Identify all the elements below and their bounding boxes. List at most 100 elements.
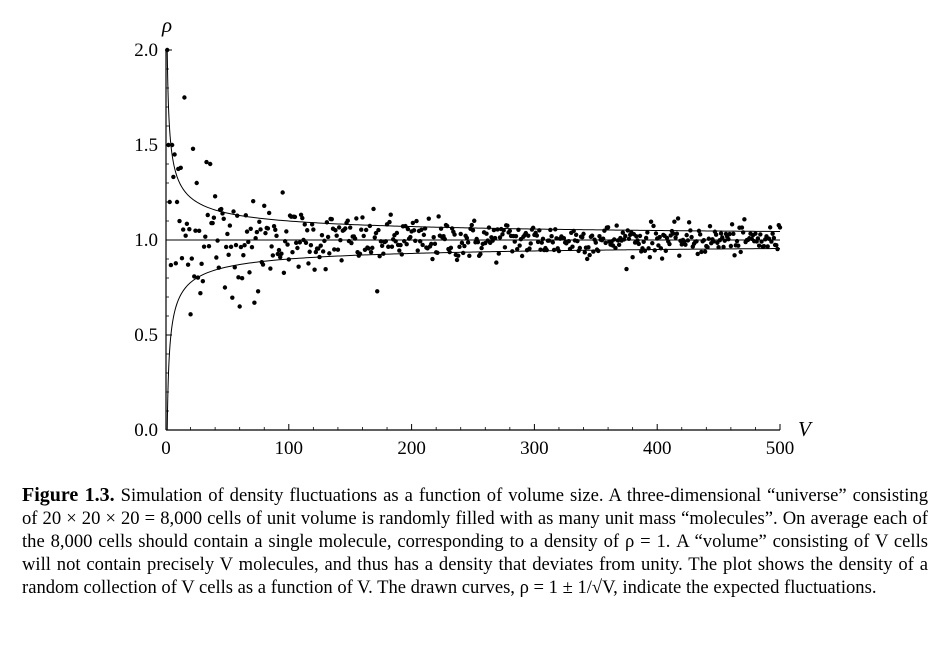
data-point <box>566 238 571 244</box>
data-point <box>602 228 607 233</box>
data-point <box>517 243 522 248</box>
data-point <box>370 245 375 251</box>
data-point <box>505 223 510 228</box>
data-point <box>540 236 546 242</box>
figure-label: Figure 1.3. <box>22 484 115 506</box>
data-point <box>177 218 182 224</box>
data-point <box>645 230 650 235</box>
data-point <box>438 226 444 231</box>
data-point <box>465 240 471 245</box>
data-point <box>286 257 291 262</box>
data-point <box>658 246 664 251</box>
data-point <box>203 234 208 239</box>
data-point <box>301 237 306 243</box>
data-point <box>179 256 185 261</box>
data-point <box>393 239 398 244</box>
data-point <box>519 253 525 259</box>
data-point <box>769 239 774 244</box>
data-point <box>626 236 632 242</box>
data-point <box>363 227 369 233</box>
data-point <box>634 234 639 239</box>
data-point <box>728 243 734 249</box>
data-point <box>734 238 740 244</box>
data-point <box>537 228 542 233</box>
data-point <box>577 245 583 251</box>
data-point <box>387 219 392 225</box>
data-point <box>172 152 177 157</box>
data-point <box>206 243 212 249</box>
data-point <box>674 231 680 236</box>
data-point <box>701 237 707 243</box>
data-point <box>231 209 236 214</box>
data-point <box>447 249 452 255</box>
data-point <box>258 227 263 232</box>
data-point <box>200 278 206 284</box>
data-point <box>302 222 307 227</box>
data-point <box>500 232 505 237</box>
data-point <box>775 246 780 252</box>
data-point <box>247 270 252 275</box>
data-point <box>489 235 494 240</box>
data-point <box>373 230 379 236</box>
data-point <box>293 240 299 245</box>
data-point <box>266 210 272 216</box>
data-point <box>307 249 312 254</box>
data-point <box>589 233 595 238</box>
tick-labels: 0 100 200 300 400 500 0.0 0.5 1.0 1.5 2.0 Vρ <box>134 13 813 459</box>
data-point <box>257 219 262 225</box>
data-point <box>371 206 376 212</box>
data-point <box>624 266 629 272</box>
data-point <box>278 254 283 260</box>
data-point <box>527 246 532 251</box>
data-point <box>484 231 489 236</box>
data-point <box>516 227 521 232</box>
data-point <box>495 227 500 232</box>
data-point <box>462 243 467 249</box>
data-point <box>334 233 339 238</box>
data-point <box>702 249 708 254</box>
data-point <box>193 228 198 233</box>
data-point <box>180 227 186 232</box>
data-point <box>553 227 558 232</box>
data-point <box>651 223 656 229</box>
data-point <box>227 223 233 228</box>
data-point <box>332 247 337 252</box>
data-point <box>475 239 481 245</box>
x-tick-label: 100 <box>275 438 304 459</box>
data-point <box>397 248 402 253</box>
data-point <box>515 246 520 252</box>
data-point <box>271 224 277 229</box>
y-tick-label: 1.5 <box>134 135 158 156</box>
data-point <box>677 253 682 258</box>
data-point <box>306 261 311 266</box>
data-point <box>689 234 694 240</box>
data-point <box>411 228 417 233</box>
data-point <box>244 229 250 234</box>
data-point <box>368 250 374 255</box>
x-tick-label: 0 <box>161 438 171 459</box>
data-point <box>449 226 455 231</box>
data-point <box>683 242 688 247</box>
data-point <box>551 247 557 253</box>
data-point <box>456 253 461 258</box>
data-point <box>684 232 689 238</box>
data-point <box>502 245 508 250</box>
data-point <box>472 218 477 223</box>
data-point <box>637 233 643 239</box>
data-point <box>452 232 457 237</box>
data-point <box>727 231 732 237</box>
x-tick-label: 400 <box>643 438 672 459</box>
data-point <box>176 166 181 172</box>
data-point <box>414 218 419 224</box>
data-point <box>317 254 322 260</box>
data-point <box>275 251 280 257</box>
data-point <box>394 230 400 236</box>
data-point <box>376 227 381 233</box>
data-point <box>199 261 204 267</box>
data-point <box>282 239 288 244</box>
data-point <box>343 226 348 231</box>
data-point <box>281 270 287 275</box>
data-point <box>593 240 598 245</box>
data-point <box>235 213 240 218</box>
data-point <box>198 291 203 296</box>
